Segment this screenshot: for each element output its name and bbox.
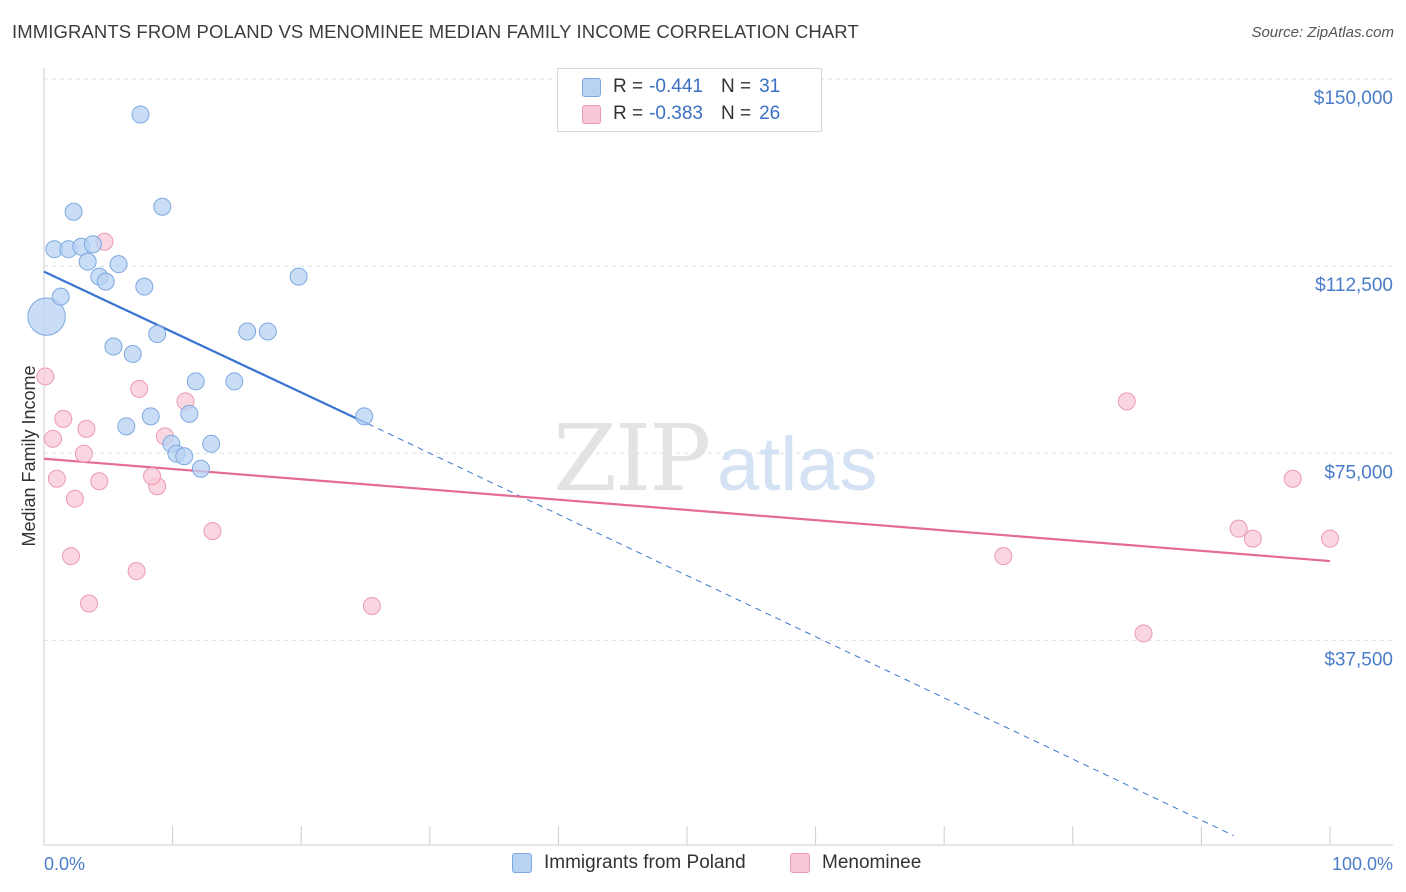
point-menominee	[362, 596, 381, 615]
point-menominee	[36, 367, 55, 386]
point-menominee	[1134, 624, 1153, 643]
point-poland	[131, 105, 150, 124]
point-poland	[148, 325, 167, 344]
trend-line-poland	[43, 270, 369, 425]
point-menominee	[1117, 392, 1136, 411]
series-swatch-poland	[512, 853, 532, 873]
point-menominee	[47, 469, 66, 488]
point-poland	[83, 235, 102, 254]
point-poland	[191, 459, 210, 478]
point-menominee	[62, 547, 81, 566]
legend-r-label: R =	[613, 76, 644, 97]
x-tick-label: 100.0%	[1332, 854, 1393, 874]
point-menominee	[44, 429, 63, 448]
point-poland	[289, 267, 308, 286]
y-tick-label: $75,000	[1324, 462, 1393, 483]
legend-r-label: R =	[613, 103, 644, 124]
point-menominee	[994, 547, 1013, 566]
correlation-legend: R = -0.441 N = 31 R = -0.383 N = 26	[557, 68, 822, 132]
legend-swatch-menominee	[582, 104, 601, 124]
trend-lines	[43, 270, 1331, 836]
point-poland	[109, 255, 128, 274]
point-poland	[96, 272, 115, 291]
point-menominee	[203, 522, 222, 541]
legend-swatch-poland	[582, 77, 601, 97]
point-poland	[175, 447, 194, 466]
legend-n-value: 31	[759, 76, 781, 97]
point-poland	[258, 322, 277, 341]
point-menominee	[77, 419, 96, 438]
point-menominee	[1243, 529, 1262, 548]
point-poland	[135, 277, 154, 296]
point-poland	[238, 322, 257, 341]
point-poland	[51, 287, 70, 306]
legend-n-value: 26	[759, 103, 781, 124]
point-poland	[78, 252, 97, 271]
series-legend-poland: Immigrants from Poland	[512, 852, 746, 874]
point-menominee	[143, 467, 162, 486]
point-poland	[202, 434, 221, 453]
trend-line-poland-extension	[367, 423, 1234, 836]
y-tick-label: $112,500	[1315, 275, 1393, 296]
point-poland	[355, 407, 374, 426]
point-poland	[64, 202, 83, 221]
axes	[43, 68, 1393, 846]
axis-labels: $37,500 $75,000 $112,500 $150,000 0.0% 100.0%…	[19, 88, 1393, 874]
series-swatch-menominee	[790, 853, 810, 873]
point-menominee	[1229, 519, 1248, 538]
point-poland	[186, 372, 205, 391]
legend-n-label: N =	[720, 103, 752, 124]
point-menominee	[54, 409, 73, 428]
point-poland	[27, 297, 66, 336]
point-menominee	[65, 489, 84, 508]
point-poland	[117, 417, 136, 436]
point-poland	[180, 404, 199, 423]
source-label: Source: ZipAtlas.com	[1251, 24, 1394, 41]
point-menominee	[80, 594, 99, 613]
point-menominee	[1283, 469, 1302, 488]
point-poland	[104, 337, 123, 356]
legend-r-value: -0.383	[649, 103, 703, 124]
x-tick-label: 0.0%	[44, 854, 85, 874]
y-tick-label: $150,000	[1314, 88, 1393, 109]
legend-row-poland: R = -0.441 N = 31	[582, 76, 780, 98]
data-points	[27, 105, 1339, 643]
watermark: ZIP atlas	[553, 405, 878, 512]
series-label-menominee: Menominee	[822, 852, 922, 873]
point-poland	[225, 372, 244, 391]
series-legend: Immigrants from Poland Menominee	[0, 852, 1406, 878]
legend-row-menominee: R = -0.383 N = 26	[582, 103, 780, 125]
watermark-zip: ZIP	[553, 405, 709, 512]
point-menominee	[1321, 529, 1339, 548]
series-legend-menominee: Menominee	[790, 852, 921, 874]
grid-lines	[44, 78, 1393, 641]
point-menominee	[74, 444, 93, 463]
point-menominee	[127, 562, 146, 581]
legend-n-label: N =	[720, 76, 752, 97]
y-axis-title: Median Family Income	[19, 365, 39, 546]
point-menominee	[90, 472, 109, 491]
trend-line-menominee	[43, 457, 1331, 563]
chart-title: IMMIGRANTS FROM POLAND VS MENOMINEE MEDI…	[12, 21, 859, 42]
series-label-poland: Immigrants from Poland	[544, 852, 746, 873]
point-menominee	[130, 379, 149, 398]
legend-r-value: -0.441	[649, 76, 703, 97]
point-poland	[123, 344, 142, 363]
point-poland	[153, 197, 172, 216]
point-poland	[141, 407, 160, 426]
watermark-atlas: atlas	[717, 422, 878, 507]
y-tick-label: $37,500	[1324, 649, 1393, 670]
